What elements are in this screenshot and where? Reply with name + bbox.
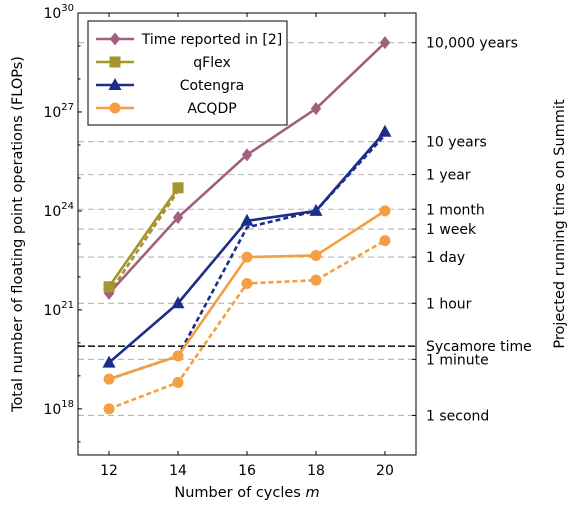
- legend-swatch-marker: [109, 102, 121, 114]
- y-tick-exponent: 18: [61, 399, 74, 410]
- data-point: [102, 355, 116, 368]
- data-point: [379, 235, 391, 247]
- series-line: [107, 187, 180, 288]
- data-point: [378, 124, 392, 137]
- data-point: [241, 277, 253, 289]
- right-tick-label: 1 second: [426, 408, 489, 424]
- y-tick-label: 1027: [43, 102, 74, 121]
- data-point: [103, 281, 115, 293]
- y-tick-label: 1024: [43, 201, 74, 220]
- legend-label: ACQDP: [187, 101, 236, 117]
- data-point: [103, 373, 115, 385]
- data-point: [309, 203, 323, 216]
- reference-line-label: Sycamore time: [426, 339, 532, 355]
- series-lines: [102, 36, 392, 415]
- data-point: [241, 148, 253, 162]
- right-tick-label: 1 day: [426, 250, 465, 266]
- data-point: [171, 296, 185, 309]
- data-point: [172, 376, 184, 388]
- legend-label: qFlex: [193, 55, 230, 71]
- y-axis-label: Total number of floating point operation…: [10, 56, 26, 413]
- grid-lines: [78, 42, 416, 416]
- y-tick-exponent: 21: [61, 300, 74, 311]
- data-point: [310, 274, 322, 286]
- y-tick-exponent: 27: [61, 102, 74, 113]
- data-point: [172, 211, 184, 225]
- legend-swatch-marker: [109, 32, 121, 46]
- right-tick-label: 1 year: [426, 168, 471, 184]
- data-point: [310, 249, 322, 261]
- legend-label: Cotengra: [180, 78, 245, 94]
- data-point: [240, 213, 254, 226]
- legend-swatch-marker: [109, 56, 121, 68]
- data-point: [379, 36, 391, 50]
- right-tick-label: 1 minute: [426, 352, 489, 368]
- data-point: [103, 403, 115, 415]
- data-point: [172, 350, 184, 362]
- right-tick-label: 10 years: [426, 135, 487, 151]
- y-tick-exponent: 30: [61, 3, 74, 14]
- data-point: [379, 205, 391, 217]
- series-line: [108, 239, 386, 411]
- right-axis-label: Projected running time on Summit: [552, 99, 568, 349]
- right-tick-label: 1 month: [426, 202, 485, 218]
- legend-swatch-marker: [108, 78, 122, 90]
- x-tick-label: 16: [238, 463, 256, 479]
- x-axis-label-symbol: m: [305, 485, 319, 501]
- x-tick-label: 20: [376, 463, 394, 479]
- data-point: [241, 251, 253, 263]
- legend-label: Time reported in [2]: [141, 32, 282, 48]
- x-axis-label: Number of cycles m: [174, 485, 319, 501]
- right-tick-label: 10,000 years: [426, 36, 518, 52]
- right-tick-label: 1 hour: [426, 296, 472, 312]
- right-tick-label: 1 week: [426, 222, 477, 238]
- data-point: [310, 102, 322, 116]
- series-line: [108, 209, 386, 381]
- axes: 12 14 16 18 20 1018 1021 1024 1027 1030 10,000 yea…: [43, 3, 531, 479]
- data-point: [172, 182, 184, 194]
- y-tick-label: 1030: [43, 3, 74, 22]
- legend: Time reported in [2] qFlex Cotengra ACQDP: [87, 20, 288, 126]
- y-tick-label: 1021: [43, 300, 74, 319]
- series-line: [107, 190, 180, 295]
- x-tick-label: 14: [169, 463, 187, 479]
- x-tick-label: 18: [307, 463, 325, 479]
- x-axis-label-text: Number of cycles: [174, 485, 305, 501]
- y-tick-label: 1018: [43, 399, 74, 418]
- x-tick-label: 12: [100, 463, 118, 479]
- y-tick-exponent: 24: [61, 201, 74, 212]
